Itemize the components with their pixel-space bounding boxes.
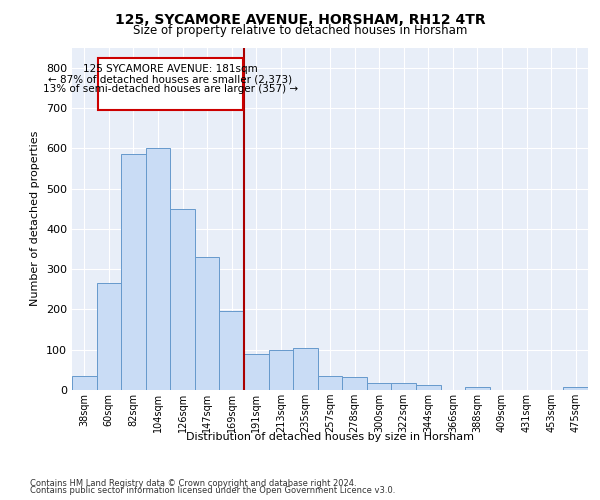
- Text: 125, SYCAMORE AVENUE, HORSHAM, RH12 4TR: 125, SYCAMORE AVENUE, HORSHAM, RH12 4TR: [115, 12, 485, 26]
- Bar: [367, 382, 391, 390]
- Bar: [244, 354, 269, 390]
- Bar: [416, 385, 440, 390]
- Y-axis label: Number of detached properties: Number of detached properties: [31, 131, 40, 306]
- Bar: [72, 376, 97, 390]
- Text: Distribution of detached houses by size in Horsham: Distribution of detached houses by size …: [186, 432, 474, 442]
- Bar: [220, 312, 244, 390]
- Bar: [97, 283, 121, 390]
- Text: 13% of semi-detached houses are larger (357) →: 13% of semi-detached houses are larger (…: [43, 84, 298, 94]
- Bar: [121, 154, 146, 390]
- Bar: [269, 350, 293, 390]
- Bar: [563, 387, 588, 390]
- Text: Contains public sector information licensed under the Open Government Licence v3: Contains public sector information licen…: [30, 486, 395, 495]
- Bar: [293, 348, 318, 390]
- Bar: [465, 387, 490, 390]
- Text: Size of property relative to detached houses in Horsham: Size of property relative to detached ho…: [133, 24, 467, 37]
- Text: Contains HM Land Registry data © Crown copyright and database right 2024.: Contains HM Land Registry data © Crown c…: [30, 478, 356, 488]
- Bar: [391, 382, 416, 390]
- Bar: [195, 257, 220, 390]
- Bar: [170, 208, 195, 390]
- Bar: [342, 376, 367, 390]
- Bar: [318, 376, 342, 390]
- Bar: [98, 58, 243, 110]
- Bar: [146, 148, 170, 390]
- Text: 125 SYCAMORE AVENUE: 181sqm: 125 SYCAMORE AVENUE: 181sqm: [83, 64, 257, 74]
- Text: ← 87% of detached houses are smaller (2,373): ← 87% of detached houses are smaller (2,…: [48, 74, 292, 85]
